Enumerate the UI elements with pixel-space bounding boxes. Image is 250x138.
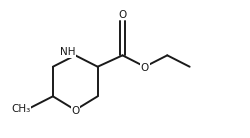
Text: NH: NH bbox=[60, 47, 76, 57]
Text: O: O bbox=[71, 106, 80, 116]
Text: O: O bbox=[141, 63, 149, 73]
Text: O: O bbox=[118, 10, 127, 20]
Text: CH₃: CH₃ bbox=[11, 104, 30, 114]
